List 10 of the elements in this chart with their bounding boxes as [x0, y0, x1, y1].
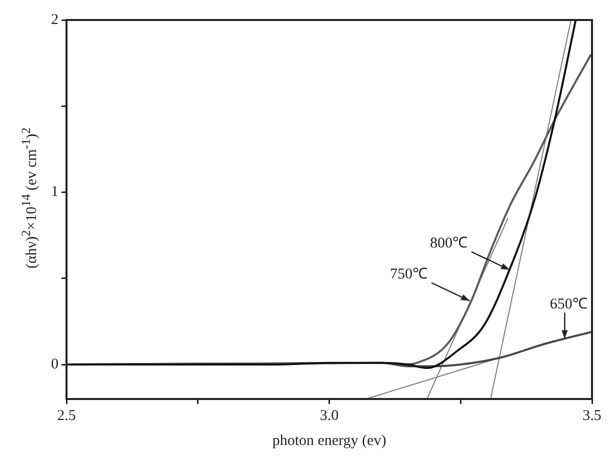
annotation: 750℃	[390, 266, 428, 283]
x-tick-label: 2.5	[57, 408, 76, 424]
x-tick-label: 3.0	[320, 408, 339, 424]
annotation: 650℃	[550, 296, 588, 313]
annotation: 800℃	[430, 236, 468, 252]
x-tick-label: 3.5	[582, 408, 602, 424]
x-axis-title: photon energy (ev)	[272, 432, 386, 449]
y-tick-label: 2	[51, 12, 58, 28]
y-tick-label: 1	[51, 184, 58, 200]
y-tick-label: 0	[51, 356, 58, 372]
